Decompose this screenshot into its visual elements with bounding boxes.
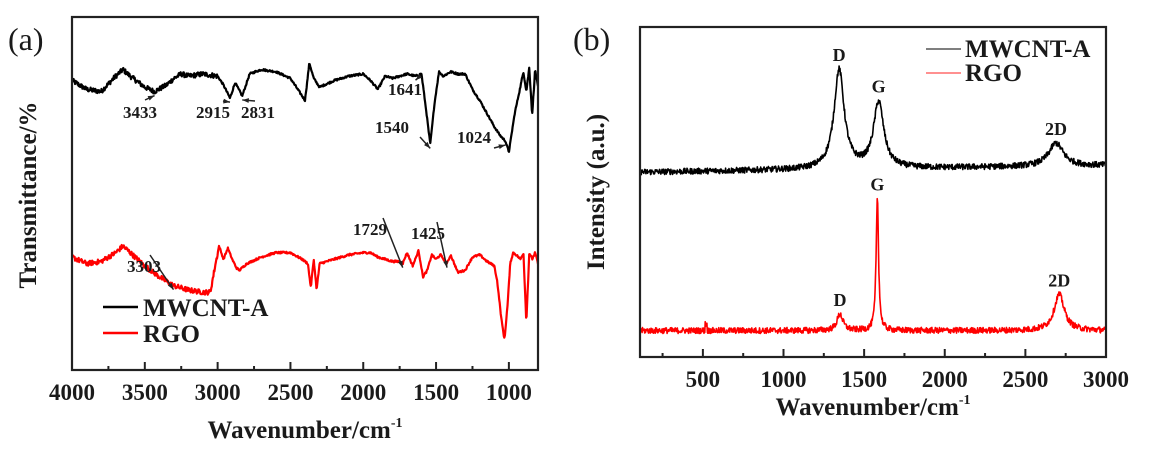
panel-b-series-rgo — [639, 197, 1107, 335]
annotation-label: 1540 — [375, 118, 409, 137]
x-tick-label: 2000 — [922, 367, 968, 392]
annotation-arrowhead — [398, 260, 403, 268]
x-tick-label: 1500 — [413, 380, 459, 405]
panel-a-annotation: 2831 — [241, 98, 275, 122]
panel-b-y-axis-title: Intensity (a.u.) — [583, 114, 610, 270]
annotation-label: 1425 — [411, 224, 445, 243]
panel-b-peak-labels: D G 2D D G 2D — [833, 45, 1071, 310]
x-tick-label: 3500 — [122, 380, 168, 405]
panel-a-annotation: 1024 — [457, 128, 506, 150]
panel-a-annotation: 1425 — [411, 221, 448, 268]
x-tick-label: 1000 — [486, 380, 532, 405]
annotation-arrowhead — [424, 141, 431, 149]
panel-a-legend-label-rgo: RGO — [143, 321, 200, 348]
panel-a-annotation: 1729 — [353, 217, 404, 268]
panel-a-annotations: 3433 2915 2831 1641 1540 1024 3303 1729 1425 — [123, 74, 506, 291]
panel-a-x-axis-title-text: Wavenumber/cm — [208, 417, 391, 444]
x-tick-label: 3000 — [195, 380, 241, 405]
panel-a-x-axis-title-superscript: -1 — [391, 416, 403, 431]
panel-a-legend: MWCNT-A RGO — [103, 295, 268, 348]
annotation-arrowhead — [415, 74, 423, 81]
panel-a-ftir-chart: (a) 3433 2915 2831 1641 1540 1024 3303 1729 1425… — [8, 15, 540, 444]
annotation-label: 1729 — [353, 220, 387, 239]
annotation-label: 3303 — [127, 257, 161, 276]
x-tick-label: 500 — [686, 367, 721, 392]
annotation-label: 2915 — [196, 103, 230, 122]
annotation-arrowhead — [498, 144, 506, 150]
panel-b-label: (b) — [573, 21, 610, 57]
panel-a-plot-frame — [70, 15, 540, 372]
peak-label-g: G — [870, 174, 884, 194]
panel-a-legend-label-mwcnt: MWCNT-A — [143, 295, 268, 322]
peak-label-d: D — [833, 290, 846, 310]
panel-a-annotation: 1641 — [388, 74, 423, 99]
panel-a-x-axis-title: Wavenumber/cm-1 — [208, 416, 403, 444]
panel-b-plot-frame — [638, 25, 1108, 359]
annotation-arrow-line — [149, 254, 175, 291]
panel-b-x-axis-title-superscript: -1 — [959, 393, 971, 408]
peak-label-2d: 2D — [1045, 119, 1067, 139]
panel-a-x-axis: 4000 3500 3000 2500 2000 1500 1000 — [49, 362, 532, 405]
panel-a-annotation: 2915 — [196, 98, 231, 122]
panel-a-annotation: 3303 — [127, 254, 175, 291]
annotation-arrowhead — [443, 260, 448, 268]
peak-label-d: D — [833, 45, 846, 65]
x-tick-label: 2500 — [267, 380, 313, 405]
x-tick-label: 1500 — [841, 367, 887, 392]
panel-b-legend-label-rgo: RGO — [965, 60, 1022, 87]
panel-b-series-mwcnt-a — [639, 65, 1107, 176]
panel-b-x-axis: 500 1000 1500 2000 2500 3000 — [661, 349, 1129, 392]
annotation-label: 1641 — [388, 80, 422, 99]
panel-a-series-group — [70, 62, 540, 339]
panel-a-series-rgo — [70, 243, 540, 339]
panel-b-legend: MWCNT-A RGO — [926, 36, 1090, 87]
annotation-arrow-line — [382, 217, 404, 268]
panel-b-raman-chart: (b) D G 2D D G 2D 500 1000 1500 2000 2500 3000 Int… — [573, 21, 1129, 421]
panel-a-label: (a) — [8, 21, 44, 57]
annotation-arrow-line — [436, 221, 448, 268]
panel-b-legend-label-mwcnt: MWCNT-A — [965, 36, 1090, 63]
annotation-arrowhead — [223, 98, 231, 104]
x-tick-label: 1000 — [761, 367, 807, 392]
peak-label-g: G — [872, 76, 886, 96]
annotation-arrowhead — [167, 282, 174, 290]
panel-a-annotation: 3433 — [123, 94, 157, 122]
x-tick-label: 2500 — [1002, 367, 1048, 392]
panel-b-series-group — [639, 65, 1107, 335]
panel-a-annotation: 1540 — [375, 118, 431, 149]
annotation-label: 3433 — [123, 103, 157, 122]
annotation-arrowhead — [242, 98, 249, 103]
panel-a-series-mwcnt-a — [70, 62, 540, 153]
x-tick-label: 2000 — [340, 380, 386, 405]
x-tick-label: 3000 — [1083, 367, 1129, 392]
annotation-arrowhead — [147, 95, 155, 101]
peak-label-2d: 2D — [1048, 270, 1070, 290]
annotation-label: 2831 — [241, 103, 275, 122]
panel-b-x-axis-title: Wavenumber/cm-1 — [776, 393, 971, 421]
x-tick-label: 4000 — [49, 380, 95, 405]
panel-b-x-axis-title-text: Wavenumber/cm — [776, 394, 959, 421]
annotation-label: 1024 — [457, 128, 492, 147]
panel-a-y-axis-title: Transmittance/% — [15, 101, 42, 288]
